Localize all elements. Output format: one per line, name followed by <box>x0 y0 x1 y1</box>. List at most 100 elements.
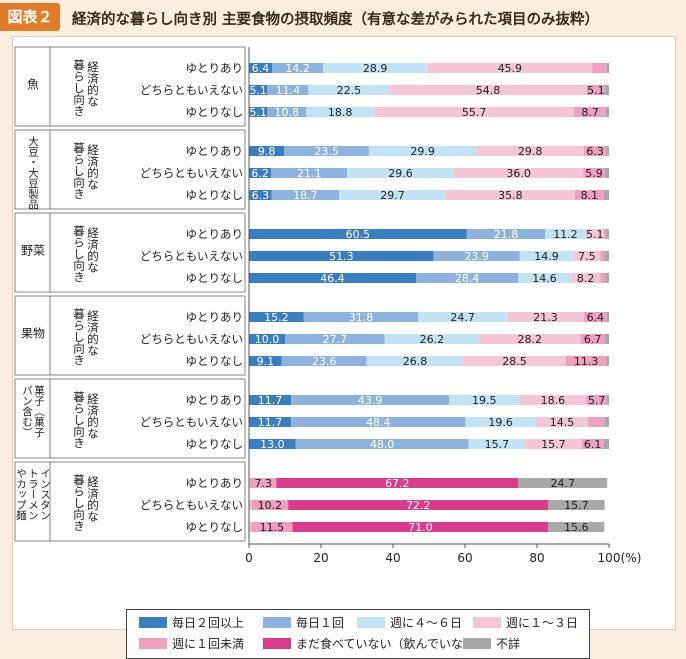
bar-segment <box>249 334 285 344</box>
group-name: インスタン <box>39 468 51 521</box>
bar-segment <box>249 63 273 73</box>
bar-segment <box>583 146 607 156</box>
bar-segment <box>604 168 609 178</box>
bar-segment <box>583 168 605 178</box>
data-label: 11.7 <box>258 394 283 407</box>
bar-segment <box>565 356 607 366</box>
bar-segment <box>249 168 272 178</box>
data-label: 29.9 <box>410 145 435 158</box>
bar-segment <box>249 356 282 366</box>
bar-segment <box>600 251 606 261</box>
bar-segment <box>606 312 609 322</box>
row-label: ゆとりあり <box>186 61 244 75</box>
legend-label: まだ食べていない（飲んでいない） <box>296 637 487 651</box>
bar-segment <box>586 85 606 95</box>
bar-segment <box>249 190 272 200</box>
data-label: 11.4 <box>276 84 301 97</box>
row-label: ゆとりあり <box>186 144 244 158</box>
bar-segment <box>573 251 601 261</box>
data-label: 8.7 <box>581 106 599 119</box>
group-sublabel: 暮らし向き <box>72 141 86 199</box>
x-tick-label: 100 <box>598 551 621 565</box>
data-label: 21.1 <box>297 167 322 180</box>
data-label: 11.7 <box>258 416 283 429</box>
group-name: 魚 <box>27 78 39 92</box>
data-label: 15.6 <box>564 521 589 534</box>
bar-segment <box>479 334 581 344</box>
legend-item: 週に１回未満 <box>139 635 244 652</box>
bar-segment <box>604 334 609 344</box>
bar-segment <box>581 439 604 449</box>
data-label: 6.1 <box>584 438 602 451</box>
bar-segment <box>291 417 466 427</box>
bar-segment <box>272 63 324 73</box>
data-label: 15.7 <box>541 438 566 451</box>
data-label: 48.0 <box>370 438 395 451</box>
bar-segment <box>603 439 609 449</box>
data-label: 5.7 <box>588 394 606 407</box>
legend-swatch <box>139 617 167 628</box>
row-label: どちらともいえない <box>140 332 243 346</box>
data-label: 29.8 <box>518 145 543 158</box>
data-label: 7.5 <box>578 250 596 263</box>
x-tick-label: 20 <box>313 551 328 565</box>
bar-segment <box>468 439 526 449</box>
data-label: 5.1 <box>587 84 605 97</box>
bar-segment <box>603 229 607 239</box>
bar-segment <box>525 439 582 449</box>
bar-segment <box>465 417 536 427</box>
row-label: ゆとりあり <box>186 227 244 241</box>
bar-segment <box>271 168 348 178</box>
data-label: 23.6 <box>312 355 337 368</box>
x-tick-label: 60 <box>457 551 472 565</box>
group-box <box>14 461 246 542</box>
data-label: 9.8 <box>258 145 276 158</box>
legend-item: 週に４～６日 <box>357 614 462 631</box>
bar-segment <box>249 146 285 156</box>
data-label: 36.0 <box>506 167 531 180</box>
bar-segment <box>605 107 609 117</box>
data-label: 18.7 <box>293 189 318 202</box>
bar-segment <box>518 478 608 488</box>
data-label: 23.5 <box>314 145 339 158</box>
data-label: 28.4 <box>455 272 480 285</box>
data-label: 6.4 <box>252 62 270 75</box>
legend-swatch <box>357 617 385 628</box>
legend-item: 毎日１回 <box>263 614 344 631</box>
x-axis-unit: (%) <box>621 551 642 565</box>
group-sublabel: 経済的な <box>86 310 100 356</box>
bar-segment <box>285 334 385 344</box>
x-tick-label: 40 <box>385 551 400 565</box>
figure-title: 経済的な暮らし向き別 主要食物の摂取頻度（有意な差がみられた項目のみ抜粋） <box>72 12 600 28</box>
bar-segment <box>373 107 575 117</box>
data-label: 48.4 <box>366 416 391 429</box>
data-label: 5.1 <box>249 106 267 119</box>
legend-label: 週に４～６日 <box>390 616 463 630</box>
data-label: 11.5 <box>260 521 285 534</box>
group-name: やカップ麺 <box>15 468 27 521</box>
group-box <box>14 46 246 127</box>
bar-segment <box>251 500 289 510</box>
bar-segment <box>249 85 268 95</box>
row-label: ゆとりなし <box>186 271 244 285</box>
data-label: 8.1 <box>581 189 599 202</box>
data-label: 54.8 <box>476 84 501 97</box>
data-label: 15.7 <box>485 438 510 451</box>
legend-swatch <box>263 617 291 628</box>
row-label: どちらともいえない <box>140 83 243 97</box>
bar-segment <box>466 229 546 239</box>
group-name: 大豆・大豆製品 <box>27 135 39 210</box>
bar-segment <box>463 356 566 366</box>
row-label: どちらともいえない <box>140 249 243 263</box>
bar-segment <box>249 522 252 532</box>
group-name: 野菜 <box>21 244 45 258</box>
bar-segment <box>267 85 309 95</box>
group-sublabel: 暮らし向き <box>72 390 86 448</box>
data-label: 26.2 <box>420 333 445 346</box>
data-label: 9.1 <box>257 355 275 368</box>
bar-segment <box>267 107 307 117</box>
data-label: 14.5 <box>550 416 575 429</box>
bar-segment <box>518 273 571 283</box>
bar-segment <box>545 229 586 239</box>
bar-segment <box>519 395 587 405</box>
